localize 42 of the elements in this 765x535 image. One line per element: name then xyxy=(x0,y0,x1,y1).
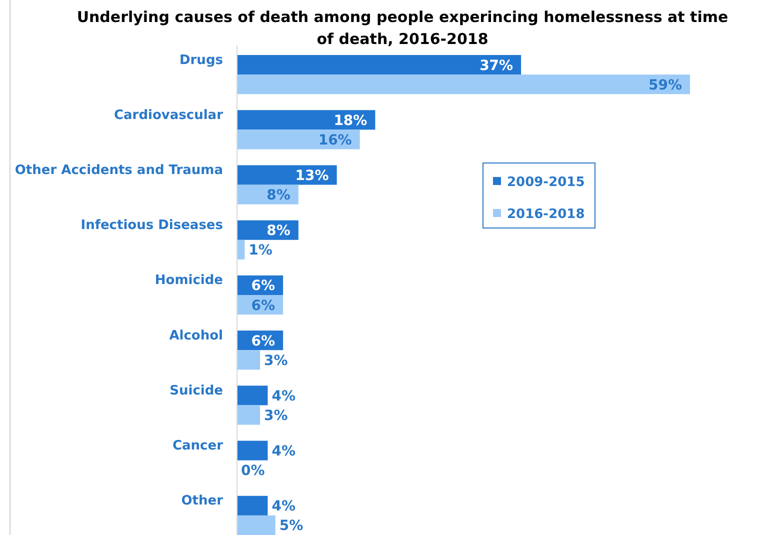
bar xyxy=(237,386,268,406)
data-label: 3% xyxy=(264,352,288,369)
data-label: 6% xyxy=(251,278,276,294)
y-tick-label: Suicide xyxy=(170,383,224,398)
chart-title: Underlying causes of death among people experincing homelessness at time of death, 2016-2018 xyxy=(76,8,728,48)
y-tick-label: Cardiovascular xyxy=(114,108,224,123)
legend-label: 2016-2018 xyxy=(507,207,585,222)
data-label: 5% xyxy=(279,518,304,534)
bar xyxy=(237,130,360,150)
bar xyxy=(237,55,522,75)
data-label: 8% xyxy=(266,223,290,240)
bar xyxy=(237,74,690,94)
data-label: 8% xyxy=(266,188,290,204)
data-label: 1% xyxy=(248,242,272,259)
bar xyxy=(237,240,245,260)
bar xyxy=(237,440,268,460)
data-label: 3% xyxy=(264,408,288,424)
legend-label: 2009-2015 xyxy=(507,175,585,190)
bar xyxy=(237,165,337,185)
bar xyxy=(237,515,276,535)
y-tick-label: Drugs xyxy=(179,52,224,68)
data-label: 59% xyxy=(648,77,682,94)
data-label: 16% xyxy=(318,132,352,148)
data-label: 37% xyxy=(480,58,514,74)
y-tick-label: Homicide xyxy=(154,273,224,288)
data-label: 4% xyxy=(272,388,296,404)
data-label: 6% xyxy=(251,298,276,314)
data-label: 4% xyxy=(272,498,296,515)
data-label: 6% xyxy=(251,333,276,350)
y-tick-label: Cancer xyxy=(172,438,224,454)
bar xyxy=(237,405,260,425)
y-tick-label: Other xyxy=(181,494,224,509)
bar xyxy=(237,350,260,370)
y-tick-label: Other Accidents and Trauma xyxy=(14,162,223,178)
bar xyxy=(237,110,376,130)
y-tick-label: Alcohol xyxy=(169,328,223,344)
bar xyxy=(237,496,268,516)
y-tick-label: Infectious Diseases xyxy=(80,218,224,234)
data-label: 4% xyxy=(272,444,296,460)
data-label: 0% xyxy=(241,463,265,480)
data-label: 18% xyxy=(334,112,368,129)
data-label: 13% xyxy=(295,168,329,184)
